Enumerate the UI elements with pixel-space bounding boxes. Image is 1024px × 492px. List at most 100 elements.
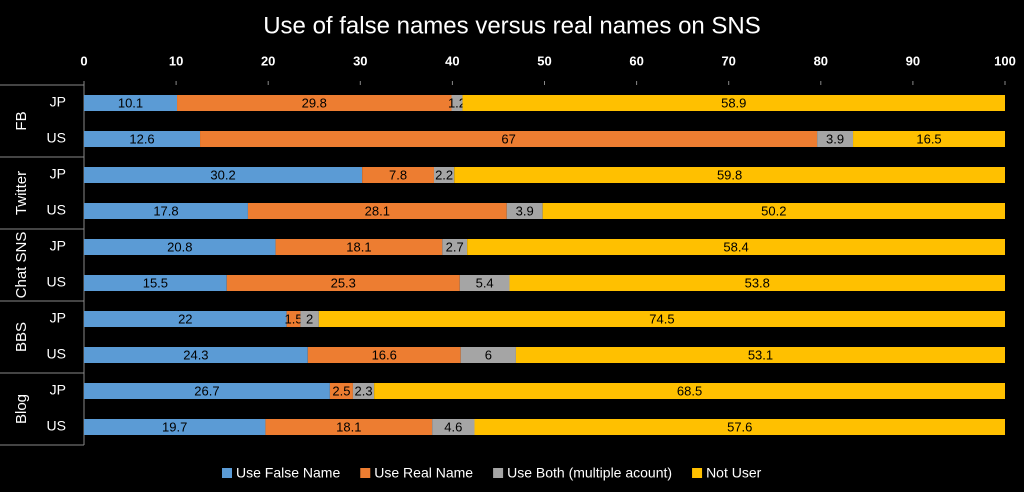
- bar-segment: [84, 311, 287, 327]
- bar-segment: [362, 167, 434, 183]
- x-tick-label: 100: [994, 53, 1016, 68]
- chart-title: Use of false names versus real names on …: [263, 12, 761, 39]
- bar-segment: [454, 167, 1005, 183]
- bar-segment: [226, 275, 460, 291]
- group-label: Chat SNS: [13, 232, 30, 299]
- data-label: 1.2: [448, 95, 466, 110]
- bar-segment: [84, 347, 308, 363]
- bar-segment: [817, 131, 854, 147]
- x-tick-label: 20: [261, 53, 275, 68]
- data-label: 12.6: [129, 131, 154, 146]
- y-tick-label: JP: [50, 166, 66, 182]
- data-label: 7.8: [389, 167, 407, 182]
- data-label: 20.8: [167, 239, 192, 254]
- bar-segment: [84, 239, 276, 255]
- data-label: 3.9: [516, 203, 534, 218]
- bar-segment: [432, 419, 475, 435]
- x-tick-label: 40: [445, 53, 459, 68]
- data-label: 3.9: [826, 131, 844, 146]
- legend-swatch: [493, 468, 504, 478]
- bar-segment: [329, 383, 353, 399]
- bar-segment: [352, 383, 375, 399]
- bar-segment: [84, 95, 178, 111]
- data-label: 5.4: [476, 275, 494, 290]
- data-label: 59.8: [717, 167, 742, 182]
- bar-segment: [84, 275, 227, 291]
- y-tick-label: JP: [50, 94, 66, 110]
- data-label: 2: [306, 311, 313, 326]
- data-label: 57.6: [727, 419, 752, 434]
- data-label: 58.4: [723, 239, 748, 254]
- bar-segment: [84, 131, 201, 147]
- data-label: 15.5: [143, 275, 168, 290]
- data-label: 1.5: [284, 311, 302, 326]
- data-label: 2.3: [354, 383, 372, 398]
- x-tick-label: 90: [906, 53, 920, 68]
- bar-segment: [200, 131, 818, 147]
- bar-segment: [286, 311, 301, 327]
- legend-swatch: [222, 468, 232, 478]
- bar-segment: [515, 347, 1005, 363]
- y-tick-label: JP: [50, 310, 66, 326]
- bar-segment: [247, 203, 507, 219]
- bar-segment: [460, 347, 516, 363]
- y-tick-label: US: [47, 130, 66, 146]
- data-label: 26.7: [194, 383, 219, 398]
- group-label: FB: [13, 111, 30, 130]
- y-tick-label: US: [47, 346, 66, 362]
- bar-segment: [467, 239, 1005, 255]
- bar-segment: [300, 311, 319, 327]
- group-label: Twitter: [13, 171, 30, 215]
- bar-segment: [462, 95, 1005, 111]
- bar-segment: [442, 239, 468, 255]
- y-tick-label: US: [47, 418, 66, 434]
- bar-segment: [84, 203, 248, 219]
- bar-segment: [459, 275, 510, 291]
- group-label: BBS: [13, 322, 30, 352]
- bar-segment: [265, 419, 433, 435]
- bar-segment: [275, 239, 443, 255]
- bar-segment: [318, 311, 1006, 327]
- x-tick-label: 70: [721, 53, 735, 68]
- bar-segment: [307, 347, 461, 363]
- bar-segment: [542, 203, 1005, 219]
- data-label: 28.1: [365, 203, 390, 218]
- data-label: 68.5: [677, 383, 702, 398]
- data-label: 16.6: [372, 347, 397, 362]
- y-tick-label: JP: [50, 382, 66, 398]
- data-label: 16.5: [916, 131, 941, 146]
- bar-segment: [84, 419, 266, 435]
- data-label: 2.2: [435, 167, 453, 182]
- data-label: 18.1: [346, 239, 371, 254]
- bar-segment: [177, 95, 452, 111]
- bar-segment: [509, 275, 1005, 291]
- y-tick-label: US: [47, 202, 66, 218]
- data-label: 22: [178, 311, 192, 326]
- x-tick-label: 30: [353, 53, 367, 68]
- data-label: 4.6: [444, 419, 462, 434]
- bar-segment: [474, 419, 1005, 435]
- x-tick-label: 50: [537, 53, 551, 68]
- data-label: 50.2: [761, 203, 786, 218]
- bar-segment: [506, 203, 543, 219]
- data-label: 74.5: [649, 311, 674, 326]
- data-label: 30.2: [210, 167, 235, 182]
- data-label: 53.8: [745, 275, 770, 290]
- bar-segment: [84, 383, 330, 399]
- y-tick-label: JP: [50, 238, 66, 254]
- data-label: 2.5: [332, 383, 350, 398]
- x-tick-label: 60: [629, 53, 643, 68]
- y-tick-label: US: [47, 274, 66, 290]
- data-label: 6: [485, 347, 492, 362]
- bar-segment: [433, 167, 455, 183]
- data-label: 24.3: [183, 347, 208, 362]
- legend-label: Use Both (multiple acount): [507, 465, 672, 481]
- data-label: 17.8: [153, 203, 178, 218]
- data-label: 18.1: [336, 419, 361, 434]
- data-label: 2.7: [446, 239, 464, 254]
- data-label: 25.3: [331, 275, 356, 290]
- bar-segment: [853, 131, 1005, 147]
- legend-swatch: [360, 468, 371, 478]
- x-tick-label: 80: [814, 53, 828, 68]
